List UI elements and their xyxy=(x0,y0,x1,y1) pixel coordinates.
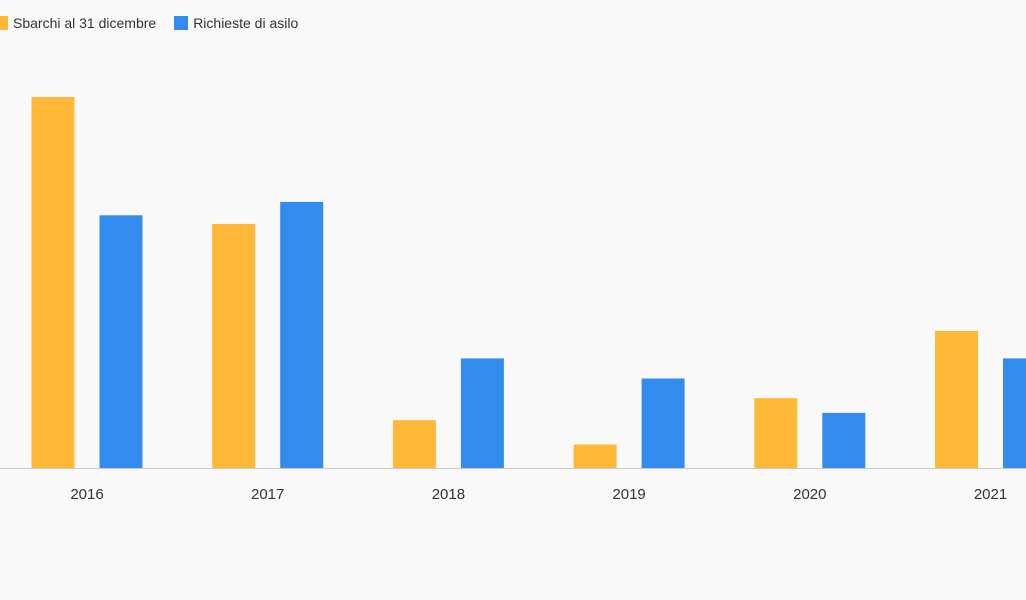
x-tick-label-2016: 2016 xyxy=(70,486,103,503)
x-tick-labels: 2016 2017 2018 2019 2020 2021 xyxy=(70,486,1007,503)
legend-item-richieste[interactable]: Richieste di asilo xyxy=(174,15,298,31)
bar-richieste-di-asilo-2019[interactable] xyxy=(641,378,685,469)
bar-sbarchi-al-31-dicembre-2021[interactable] xyxy=(935,330,978,468)
x-tick-label-2019: 2019 xyxy=(612,486,645,503)
legend-swatch-sbarchi xyxy=(0,16,8,30)
bar-richieste-di-asilo-2020[interactable] xyxy=(822,412,866,468)
bar-richieste-di-asilo-2018[interactable] xyxy=(460,358,504,468)
bars-group xyxy=(31,97,1026,469)
legend-label-sbarchi: Sbarchi al 31 dicembre xyxy=(13,15,157,31)
bar-richieste-di-asilo-2016[interactable] xyxy=(99,215,143,468)
bar-sbarchi-al-31-dicembre-2020[interactable] xyxy=(754,398,798,468)
bar-sbarchi-al-31-dicembre-2017[interactable] xyxy=(212,223,256,468)
x-tick-label-2017: 2017 xyxy=(251,486,284,503)
x-tick-label-2020: 2020 xyxy=(793,486,826,503)
bar-sbarchi-al-31-dicembre-2016[interactable] xyxy=(31,97,75,468)
legend-item-sbarchi[interactable]: Sbarchi al 31 dicembre xyxy=(0,15,156,31)
legend-label-richieste: Richieste di asilo xyxy=(193,15,299,31)
bar-richieste-di-asilo-2017[interactable] xyxy=(280,201,324,468)
legend: Sbarchi al 31 dicembre Richieste di asil… xyxy=(0,12,298,34)
bar-sbarchi-al-31-dicembre-2019[interactable] xyxy=(573,444,617,469)
bar-sbarchi-al-31-dicembre-2018[interactable] xyxy=(392,420,436,468)
legend-swatch-richieste xyxy=(174,16,189,30)
x-tick-label-2018: 2018 xyxy=(432,486,465,503)
x-tick-label-2021: 2021 xyxy=(974,486,1007,503)
bar-richieste-di-asilo-2021[interactable] xyxy=(1003,358,1026,468)
